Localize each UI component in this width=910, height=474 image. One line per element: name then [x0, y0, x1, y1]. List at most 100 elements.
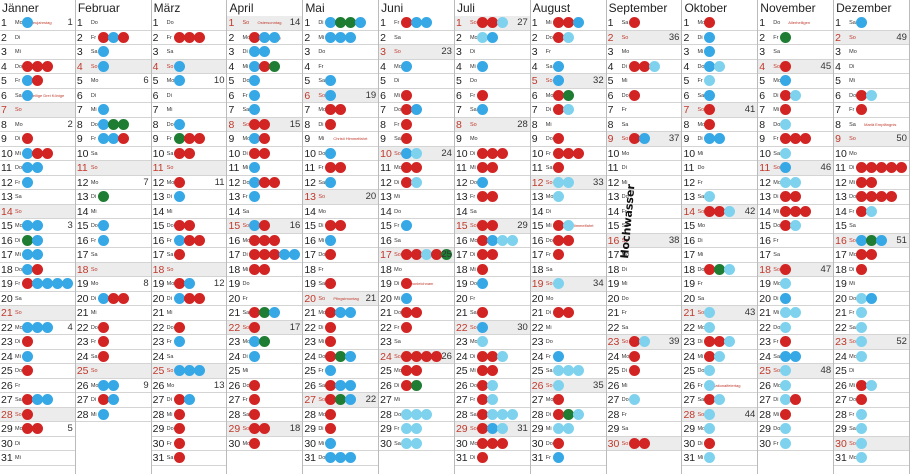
day-row[interactable]: 8 Mo 2 [0, 118, 75, 132]
day-row[interactable]: 17 Fr [530, 248, 606, 263]
day-row[interactable]: 18 So [151, 262, 227, 277]
day-row[interactable]: 20 Mi [379, 292, 454, 306]
day-row[interactable]: 4 Do [0, 60, 75, 74]
day-row[interactable]: 24 Sa [151, 350, 227, 364]
day-row[interactable]: 21 Do [379, 306, 454, 321]
day-row[interactable]: 26 Mi [606, 379, 682, 393]
day-row[interactable]: 3 Di [227, 45, 303, 60]
day-row[interactable]: 2 Di [682, 31, 758, 45]
day-row[interactable]: 17 So 25 [379, 248, 454, 263]
day-row[interactable]: 19 Mi [606, 277, 682, 292]
day-row[interactable]: 25 Di [606, 364, 682, 379]
day-row[interactable]: 4 Mo [379, 60, 454, 74]
day-row[interactable]: 1 Mo [682, 16, 758, 31]
day-row[interactable]: 22 So 17 [227, 320, 303, 335]
day-row[interactable]: 3 So 23 [379, 45, 454, 60]
day-row[interactable]: 26 Mi [834, 379, 909, 393]
day-row[interactable]: 13 Sa [682, 190, 758, 205]
day-row[interactable]: 11 Di [606, 161, 682, 176]
day-row[interactable]: 20 Di [151, 292, 227, 306]
day-row[interactable]: 31 Sa [151, 451, 227, 466]
day-row[interactable]: 22 Mo 4 [0, 321, 75, 335]
day-row[interactable]: 17 Do [303, 248, 379, 263]
day-row[interactable]: 14 Mi [758, 205, 834, 219]
day-row[interactable]: 20 Di [75, 292, 151, 306]
day-row[interactable]: 1 Mi [530, 16, 606, 31]
day-row[interactable]: 14 Mi [75, 205, 151, 219]
day-row[interactable]: 5 Fr [0, 74, 75, 89]
day-row[interactable]: 19 Do [454, 277, 530, 292]
day-row[interactable]: 24 Mo [834, 350, 909, 364]
day-row[interactable]: 18 So [75, 262, 151, 277]
day-row[interactable]: 8 Mi [530, 118, 606, 132]
day-row[interactable]: 3 Di [454, 45, 530, 60]
day-row[interactable]: 28 So 44 [682, 407, 758, 422]
day-row[interactable]: 25 Di [834, 364, 909, 379]
day-row[interactable]: 22 So 30 [454, 320, 530, 335]
day-row[interactable]: 6 Do [606, 89, 682, 103]
day-row[interactable]: 28 Sa [227, 408, 303, 422]
day-row[interactable]: 5 Mo [758, 74, 834, 89]
day-row[interactable]: 16 Fr [758, 234, 834, 248]
day-row[interactable]: 15 Mo [682, 219, 758, 234]
day-row[interactable]: 1 So Ostersonntag 14 [227, 16, 303, 31]
day-row[interactable]: 28 Fr [834, 408, 909, 422]
day-row[interactable]: 30 Do [530, 437, 606, 451]
day-row[interactable]: 12 Do [227, 176, 303, 190]
day-row[interactable]: 18 Mi [227, 263, 303, 277]
day-row[interactable]: 14 Di [530, 205, 606, 219]
day-row[interactable]: 26 Mo 9 [75, 379, 151, 393]
day-row[interactable]: 10 Sa [75, 147, 151, 161]
day-row[interactable]: 25 Do [682, 364, 758, 379]
day-row[interactable]: 27 Mo [530, 393, 606, 408]
day-row[interactable]: 30 So [606, 436, 682, 451]
day-row[interactable]: 14 Do [379, 205, 454, 219]
day-row[interactable]: 20 Fr [227, 292, 303, 306]
day-row[interactable]: 3 Mo [834, 45, 909, 60]
day-row[interactable]: 18 Fr [303, 263, 379, 277]
day-row[interactable]: 5 So 32 [530, 74, 606, 89]
day-row[interactable]: 31 Mo [834, 451, 909, 466]
day-row[interactable]: 27 Di [758, 393, 834, 408]
day-row[interactable]: 6 Mi [379, 89, 454, 103]
day-row[interactable]: 8 Fr [379, 118, 454, 132]
day-row[interactable]: 13 So 20 [303, 190, 379, 205]
day-row[interactable]: 29 So 31 [454, 422, 530, 437]
day-row[interactable]: 6 Sa Heilige Drei Könige [0, 89, 75, 103]
day-row[interactable]: 25 Mi [454, 364, 530, 379]
day-row[interactable]: 23 Fr [75, 335, 151, 350]
day-row[interactable]: 20 Mo [530, 292, 606, 306]
day-row[interactable]: 15 Sa [606, 219, 682, 234]
day-row[interactable]: 16 Do [530, 234, 606, 248]
day-row[interactable]: 19 Mo 12 [151, 277, 227, 292]
day-row[interactable]: 28 Do [379, 408, 454, 422]
day-row[interactable]: 11 So 46 [758, 161, 834, 176]
day-row[interactable]: 5 Mo 10 [151, 74, 227, 89]
day-row[interactable]: 22 Di [303, 321, 379, 335]
day-row[interactable]: 27 Do [834, 393, 909, 408]
day-row[interactable]: 7 Fr [834, 103, 909, 118]
day-row[interactable]: 9 Mi Christi Himmelfahrt [303, 132, 379, 147]
day-row[interactable]: 19 Mo 8 [75, 277, 151, 292]
day-row[interactable]: 23 Sa [379, 335, 454, 350]
day-row[interactable]: 4 Fr [303, 60, 379, 74]
day-row[interactable]: 12 Mo 11 [151, 176, 227, 190]
day-row[interactable]: 22 Do [151, 321, 227, 335]
day-row[interactable]: 11 Mi [454, 161, 530, 176]
day-row[interactable]: 14 Mi [151, 205, 227, 219]
day-row[interactable]: 11 Sa [530, 161, 606, 176]
day-row[interactable]: 28 Mo [303, 408, 379, 422]
day-row[interactable]: 3 Mi [682, 45, 758, 60]
day-row[interactable]: 19 So 34 [530, 277, 606, 292]
day-row[interactable]: 7 Mi [75, 103, 151, 118]
day-row[interactable]: 10 Do [303, 147, 379, 161]
day-row[interactable]: 23 Mi [303, 335, 379, 350]
day-row[interactable]: 6 Di [75, 89, 151, 103]
day-row[interactable]: 8 So 28 [454, 117, 530, 132]
day-row[interactable]: 1 Do [151, 16, 227, 31]
day-row[interactable]: 12 Mo 7 [75, 176, 151, 190]
day-row[interactable]: 30 Fr [758, 437, 834, 451]
day-row[interactable]: 3 Do [303, 45, 379, 60]
day-row[interactable]: 8 Do [151, 118, 227, 132]
day-row[interactable]: 26 Do [227, 379, 303, 393]
